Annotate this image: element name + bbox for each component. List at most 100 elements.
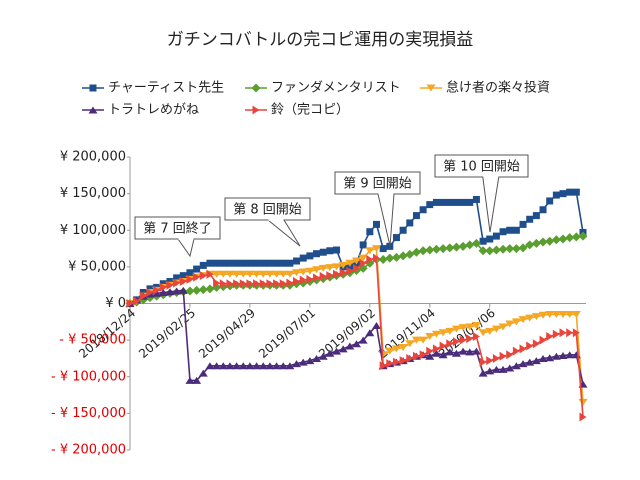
marker	[485, 327, 495, 335]
marker	[279, 259, 287, 267]
marker	[465, 240, 475, 250]
callout-box	[334, 171, 421, 195]
marker	[213, 278, 221, 288]
marker	[511, 362, 521, 370]
marker	[252, 105, 260, 115]
marker	[505, 364, 515, 372]
marker	[192, 376, 202, 384]
marker	[372, 253, 380, 263]
callout-pointer	[482, 176, 500, 233]
marker	[519, 220, 527, 228]
marker	[366, 228, 374, 236]
marker	[551, 235, 561, 245]
marker	[546, 331, 554, 341]
marker	[411, 247, 421, 257]
marker	[166, 278, 174, 286]
marker	[471, 321, 481, 329]
marker	[185, 376, 195, 384]
marker	[332, 347, 342, 355]
marker	[539, 206, 547, 214]
marker	[251, 83, 261, 93]
marker	[538, 311, 548, 319]
marker	[506, 226, 514, 234]
marker	[458, 241, 468, 251]
marker	[379, 361, 387, 371]
marker	[238, 362, 248, 370]
marker	[266, 259, 274, 267]
marker	[245, 362, 255, 370]
marker	[345, 342, 355, 350]
marker	[431, 330, 441, 338]
marker	[571, 310, 581, 318]
marker	[486, 235, 494, 243]
marker	[385, 253, 395, 263]
marker	[379, 245, 387, 253]
marker	[479, 357, 487, 367]
marker	[518, 243, 528, 253]
marker	[326, 271, 334, 281]
marker	[465, 323, 475, 331]
marker	[385, 347, 395, 355]
marker	[346, 263, 354, 271]
marker	[558, 234, 568, 244]
marker	[478, 329, 488, 337]
marker	[159, 280, 167, 288]
marker	[206, 259, 214, 267]
marker	[312, 354, 322, 362]
marker	[365, 329, 375, 337]
marker	[345, 259, 355, 267]
callout-box	[434, 154, 529, 178]
marker	[325, 264, 335, 272]
marker	[338, 345, 348, 353]
marker	[252, 362, 262, 370]
marker	[218, 270, 228, 278]
marker	[412, 351, 420, 361]
marker	[198, 369, 208, 377]
y-tick-label: - ¥ 100,000	[51, 369, 126, 384]
marker	[372, 220, 380, 228]
callout-text: 第 9 回開始	[343, 177, 412, 192]
series-line	[129, 257, 584, 418]
marker	[391, 252, 401, 262]
marker	[252, 270, 262, 278]
marker	[399, 226, 407, 234]
marker	[366, 255, 374, 265]
callout-box	[134, 216, 221, 240]
marker	[538, 354, 548, 362]
marker	[412, 212, 420, 220]
marker	[578, 231, 588, 241]
marker	[299, 254, 307, 262]
marker	[445, 327, 455, 335]
y-tick-label: - ¥ 150,000	[51, 406, 126, 421]
marker	[278, 362, 288, 370]
marker	[525, 240, 535, 250]
marker	[451, 242, 461, 252]
marker	[386, 359, 394, 369]
marker	[332, 263, 342, 271]
marker	[518, 360, 528, 368]
marker	[572, 328, 580, 338]
marker	[466, 198, 474, 206]
marker	[525, 314, 535, 322]
marker	[313, 273, 321, 283]
marker	[498, 244, 508, 254]
marker	[398, 343, 408, 351]
y-tick-label: - ¥ 50,000	[59, 333, 126, 348]
marker	[338, 261, 348, 269]
marker	[212, 270, 222, 278]
marker	[326, 247, 334, 255]
marker	[246, 279, 254, 289]
marker	[451, 325, 461, 333]
marker	[253, 279, 261, 289]
marker	[471, 238, 481, 248]
marker	[419, 350, 427, 360]
marker	[558, 352, 568, 360]
marker	[173, 278, 181, 288]
marker	[526, 341, 534, 351]
marker	[293, 277, 301, 287]
callout-pointer	[266, 219, 301, 247]
marker	[159, 282, 167, 292]
marker	[505, 320, 515, 328]
marker	[398, 251, 408, 261]
